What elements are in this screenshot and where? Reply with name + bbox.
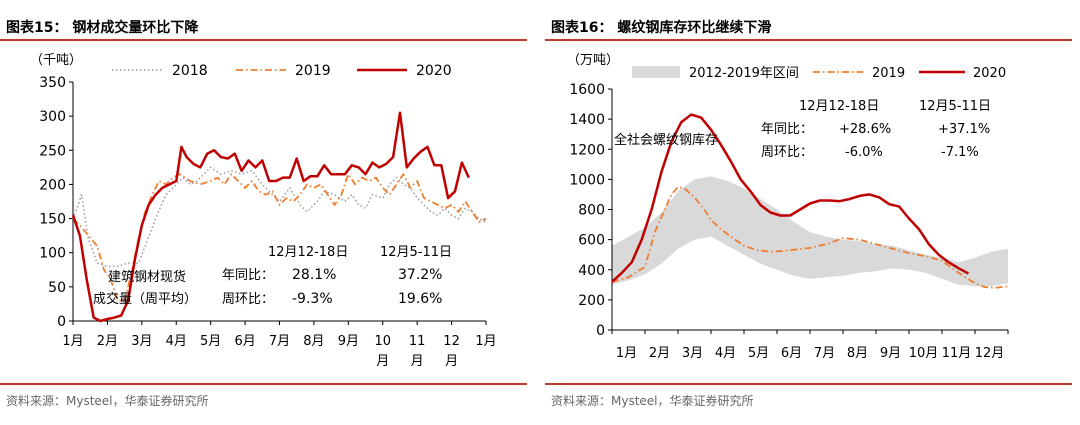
series-line-2020 xyxy=(611,113,969,283)
y-tick-label: 300 xyxy=(39,109,66,125)
annotation-col1-row1: +28.6% xyxy=(839,122,891,137)
x-tick-label: 1月 xyxy=(475,334,496,349)
y-unit-label: （万吨） xyxy=(567,53,619,68)
annotation-header-col2: 12月5-11日 xyxy=(919,99,991,114)
y-tick-label: 150 xyxy=(39,212,66,228)
y-tick-label: 0 xyxy=(57,314,66,330)
annotation-col2-row2: -7.1% xyxy=(941,145,979,160)
legend-label-band: 2012-2019年区间 xyxy=(689,66,799,81)
x-tick-label: 4月 xyxy=(715,346,736,361)
x-tick-label: 9月 xyxy=(880,346,901,361)
annotation-col1-row2: -6.0% xyxy=(845,145,883,160)
annotation-col2-row1: 37.2% xyxy=(398,267,442,283)
y-tick-label: 1000 xyxy=(569,172,605,188)
x-tick-label-line2: 月 xyxy=(445,354,458,369)
chart-title: 图表16： 螺纹钢库存环比继续下滑 xyxy=(551,20,772,36)
chart-title: 图表15： 钢材成交量环比下降 xyxy=(6,20,199,36)
x-tick-label: 10月 xyxy=(909,346,939,361)
legend: 2018 2019 2020 xyxy=(112,63,452,79)
legend-label-2020: 2020 xyxy=(416,63,452,79)
series-line-2019 xyxy=(72,173,487,302)
y-tick-label: 1200 xyxy=(569,142,605,158)
chart-panel-right: 图表16： 螺纹钢库存环比继续下滑 0 200 400 600 800 1000 1200 1… xyxy=(545,0,1080,425)
annotation-col2-row1: +37.1% xyxy=(938,122,990,137)
x-tick-label: 6月 xyxy=(781,346,802,361)
source-note: 资料来源：Mysteel，华泰证券研究所 xyxy=(6,394,209,408)
annotation-header-col1: 12月12-18日 xyxy=(268,245,348,260)
y-tick-label: 1400 xyxy=(569,112,605,128)
x-tick-label: 7月 xyxy=(814,346,835,361)
x-tick-label: 3月 xyxy=(682,346,703,361)
x-tick-label: 12 xyxy=(443,334,460,349)
annotation-inline-label: 全社会螺纹钢库存 xyxy=(614,132,718,148)
annotation-header-col2: 12月5-11日 xyxy=(380,245,452,260)
x-tick-label: 8月 xyxy=(847,346,868,361)
x-tick-label: 11 xyxy=(409,334,426,349)
x-tick-label: 2月 xyxy=(649,346,670,361)
x-tick-label: 7月 xyxy=(269,334,290,349)
chart-panel-left: 图表15： 钢材成交量环比下降 0 50 100 150 200 250 300 350 1月 2… xyxy=(0,0,535,425)
annotation-row1-label: 年同比： xyxy=(761,122,813,137)
footer-divider xyxy=(0,383,527,385)
legend-label-2018: 2018 xyxy=(172,63,208,79)
annotation-row1-label: 年同比： xyxy=(222,268,274,283)
x-tick-label: 9月 xyxy=(338,334,359,349)
y-tick-label: 200 xyxy=(39,177,66,193)
annotation-label-line1: 建筑钢材现货 xyxy=(108,269,186,285)
title-divider xyxy=(545,39,1072,41)
y-tick-label: 50 xyxy=(48,280,66,296)
y-tick-label: 800 xyxy=(578,203,605,219)
x-tick-label-line2: 月 xyxy=(411,354,424,369)
y-unit-label: （千吨） xyxy=(30,53,82,68)
legend: 2012-2019年区间 2019 2020 xyxy=(632,66,1006,81)
annotation-table: 建筑钢材现货 成交量（周平均） 12月12-18日 12月5-11日 年同比： … xyxy=(93,245,452,307)
legend-swatch-band xyxy=(632,66,680,78)
x-tick-label: 2月 xyxy=(97,334,118,349)
x-tick-label: 4月 xyxy=(166,334,187,349)
x-tick-label: 12月 xyxy=(975,346,1005,361)
x-tick-label: 11月 xyxy=(942,346,972,361)
y-tick-label: 200 xyxy=(578,293,605,309)
legend-label-2020: 2020 xyxy=(973,66,1006,81)
x-tick-label: 6月 xyxy=(234,334,255,349)
y-tick-label: 250 xyxy=(39,143,66,159)
legend-label-2019: 2019 xyxy=(295,63,331,79)
series-line-2019 xyxy=(611,186,1009,289)
legend-label-2019: 2019 xyxy=(872,66,905,81)
x-tick-label: 1月 xyxy=(616,346,637,361)
annotation-row2-label: 周环比： xyxy=(222,292,274,307)
y-tick-label: 600 xyxy=(578,233,605,249)
x-tick-label: 1月 xyxy=(62,334,83,349)
x-tick-label: 10 xyxy=(374,334,391,349)
y-tick-label: 350 xyxy=(39,75,66,91)
x-tick-label: 3月 xyxy=(131,334,152,349)
annotation-col1-row1: 28.1% xyxy=(292,267,336,283)
annotation-col2-row2: 19.6% xyxy=(398,291,442,307)
y-tick-label: 400 xyxy=(578,263,605,279)
source-note: 资料来源：Mysteel，华泰证券研究所 xyxy=(551,394,754,408)
x-tick-label: 5月 xyxy=(200,334,221,349)
annotation-header-col1: 12月12-18日 xyxy=(799,99,879,114)
annotation-row2-label: 周环比： xyxy=(761,145,813,160)
x-tick-label: 5月 xyxy=(748,346,769,361)
y-tick-label: 1600 xyxy=(569,82,605,98)
footer-divider xyxy=(545,383,1072,385)
range-band xyxy=(612,176,1008,287)
y-tick-label: 0 xyxy=(596,323,605,339)
x-tick-label: 8月 xyxy=(303,334,324,349)
x-tick-label-line2: 月 xyxy=(376,354,389,369)
annotation-label-line2: 成交量（周平均） xyxy=(93,291,197,307)
rebar-inventory-chart: 0 200 400 600 800 1000 1200 1400 1600 1月 2月 3月 4月 5月 6… xyxy=(567,53,1009,361)
annotation-col1-row2: -9.3% xyxy=(292,291,333,307)
y-tick-label: 100 xyxy=(39,246,66,262)
series-line-2018 xyxy=(72,166,487,268)
annotation-table: 全社会螺纹钢库存 12月12-18日 12月5-11日 年同比： 周环比： +2… xyxy=(614,99,991,160)
steel-volume-chart: 0 50 100 150 200 250 300 350 1月 2月 3月 4月 5月 6月 7月 8月 9月 1… xyxy=(30,53,497,369)
series-line-2020 xyxy=(71,111,470,323)
title-divider xyxy=(0,39,527,41)
